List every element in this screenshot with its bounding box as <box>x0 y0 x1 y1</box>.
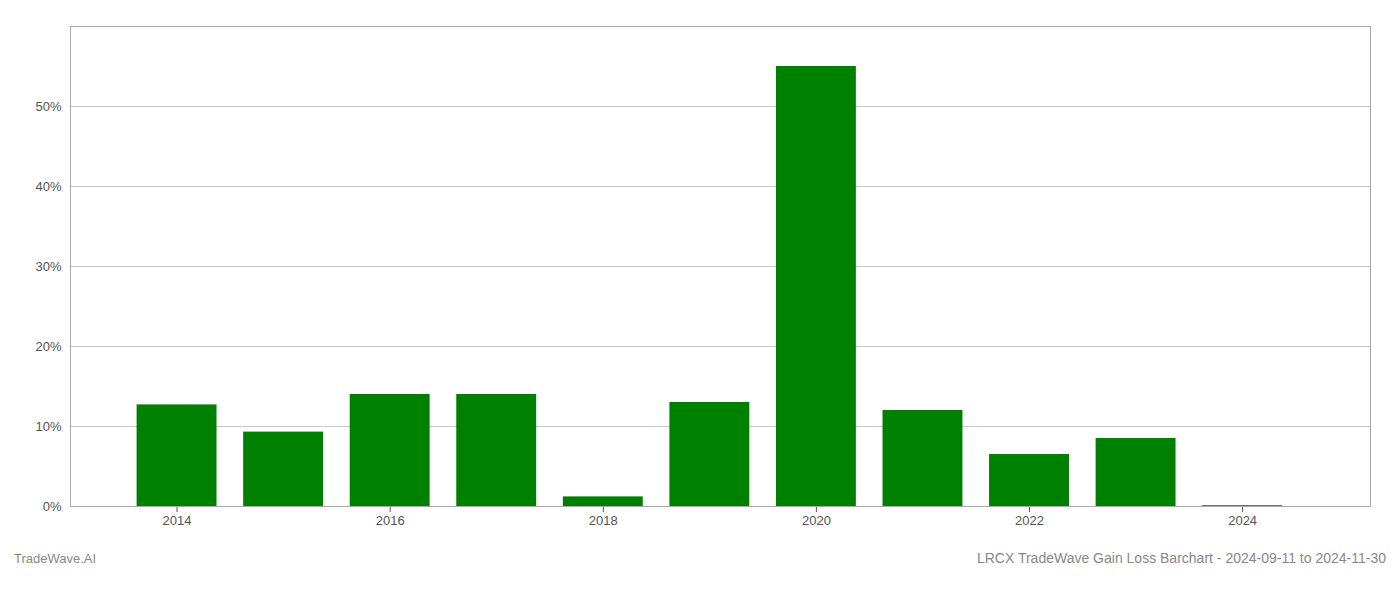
svg-text:50%: 50% <box>35 99 61 114</box>
html-text:TradeWave.AI: TradeWave.AI <box>14 551 97 566</box>
svg-text:2020: 2020 <box>802 513 831 528</box>
svg-text:20%: 20% <box>35 339 61 354</box>
svg-text:30%: 30% <box>35 259 61 274</box>
svg-text:2014: 2014 <box>163 513 192 528</box>
svg-text:2016: 2016 <box>376 513 405 528</box>
svg-text:10%: 10% <box>35 419 61 434</box>
svg-text:0%: 0% <box>43 499 62 514</box>
html-text:LRCX TradeWave Gain Loss Barch: LRCX TradeWave Gain Loss Barchart - 2024… <box>976 550 1386 566</box>
svg-text:2024: 2024 <box>1228 513 1257 528</box>
svg-text:2022: 2022 <box>1015 513 1044 528</box>
svg-text:2018: 2018 <box>589 513 618 528</box>
svg-text:40%: 40% <box>35 179 61 194</box>
